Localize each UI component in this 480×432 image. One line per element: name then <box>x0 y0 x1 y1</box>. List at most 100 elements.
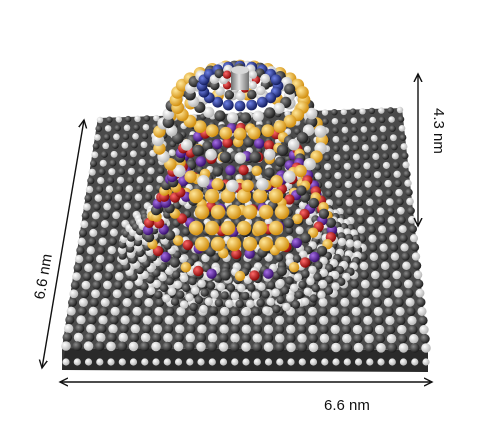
hydrogen-atom <box>185 333 196 343</box>
hydrogen-atom <box>95 254 105 264</box>
carbon-atom <box>196 333 207 343</box>
carbon-atom <box>373 162 381 170</box>
hydrogen-atom <box>286 324 296 334</box>
carbon-atom <box>192 144 204 157</box>
hydrogen-atom <box>388 116 395 123</box>
purple-atom <box>244 248 255 259</box>
carbon-atom <box>387 343 398 353</box>
carbon-atom <box>72 341 83 351</box>
hydrogen-atom <box>226 112 239 124</box>
hydrogen-atom <box>152 324 163 334</box>
blue-atom <box>212 96 224 108</box>
hydrogen-atom <box>380 261 390 271</box>
carbon-atom <box>230 342 240 352</box>
carbon-atom <box>335 198 344 207</box>
hydrogen-atom <box>164 315 174 325</box>
carbon-atom <box>293 128 301 135</box>
hydrogen-atom <box>253 358 261 366</box>
hydrogen-atom <box>88 306 98 316</box>
carbon-atom <box>98 168 106 176</box>
carbon-atom <box>371 143 379 151</box>
carbon-atom <box>274 324 285 334</box>
carbon-atom <box>384 306 394 316</box>
hydrogen-atom <box>375 189 383 197</box>
hydrogen-atom <box>142 315 152 325</box>
hydrogen-atom <box>263 342 274 352</box>
hydrogen-atom <box>235 91 246 101</box>
gold-atom <box>242 204 258 220</box>
carbon-atom <box>314 163 322 171</box>
hydrogen-atom <box>402 261 411 270</box>
hydrogen-atom <box>372 152 380 161</box>
carbon-atom <box>128 158 136 167</box>
carbon-atom <box>296 132 309 144</box>
blue-atom <box>256 96 268 108</box>
hydrogen-atom <box>77 237 86 246</box>
hydrogen-atom <box>197 324 207 334</box>
hydrogen-atom <box>330 324 340 335</box>
hydrogen-atom <box>94 194 103 202</box>
carbon-atom <box>346 207 354 216</box>
hydrogen-atom <box>318 279 328 289</box>
carbon-atom <box>308 315 318 325</box>
carbon-atom <box>361 288 371 298</box>
hydrogen-atom <box>398 225 407 234</box>
hydrogen-atom <box>219 324 229 334</box>
hydrogen-atom <box>263 148 276 161</box>
gold-atom <box>247 126 261 140</box>
hydrogen-atom <box>134 193 143 202</box>
hydrogen-atom <box>72 272 81 281</box>
carbon-atom <box>261 290 270 299</box>
hydrogen-atom <box>324 181 333 189</box>
carbon-atom <box>175 315 185 325</box>
carbon-atom <box>272 304 281 314</box>
hydrogen-atom <box>83 203 91 211</box>
hydrogen-atom <box>123 124 131 132</box>
hydrogen-atom <box>343 358 351 366</box>
hydrogen-atom <box>108 168 116 176</box>
hydrogen-atom <box>146 286 156 295</box>
carbon-atom <box>172 132 184 144</box>
carbon-atom <box>119 324 129 334</box>
carbon-atom <box>165 306 175 316</box>
carbon-atom <box>330 333 341 344</box>
hydrogen-atom <box>91 151 99 159</box>
carbon-atom <box>106 176 115 185</box>
carbon-atom <box>276 265 287 277</box>
carbon-atom <box>146 275 155 284</box>
carbon-atom <box>77 306 87 316</box>
hydrogen-atom <box>116 176 125 184</box>
hydrogen-atom <box>367 216 375 225</box>
carbon-atom <box>162 116 175 129</box>
gold-atom <box>205 124 219 137</box>
hydrogen-atom <box>74 254 84 264</box>
hydrogen-atom <box>350 288 360 298</box>
carbon-atom <box>385 189 393 197</box>
hydrogen-atom <box>100 298 110 307</box>
hydrogen-atom <box>359 261 369 271</box>
carbon-atom <box>214 298 224 308</box>
carbon-atom <box>301 269 310 279</box>
depth-arrow <box>42 120 84 368</box>
hydrogen-atom <box>345 239 355 248</box>
carbon-atom <box>308 197 319 209</box>
carbon-atom <box>247 283 256 292</box>
carbon-atom <box>410 243 420 252</box>
carbon-atom <box>162 341 173 352</box>
carbon-atom <box>264 167 275 178</box>
carbon-atom <box>102 211 110 220</box>
carbon-atom <box>207 342 218 352</box>
hydrogen-atom <box>152 279 161 289</box>
hydrogen-atom <box>164 266 174 275</box>
hydrogen-atom <box>153 114 160 122</box>
hydrogen-atom <box>106 341 116 352</box>
hydrogen-atom <box>257 282 266 291</box>
hydrogen-atom <box>154 306 164 316</box>
carbon-atom <box>111 219 119 228</box>
carbon-atom <box>383 170 391 179</box>
atom-layer <box>61 59 431 366</box>
hydrogen-atom <box>295 226 304 235</box>
hydrogen-atom <box>83 341 94 351</box>
hydrogen-atom <box>403 279 413 289</box>
carbon-atom <box>297 324 307 334</box>
